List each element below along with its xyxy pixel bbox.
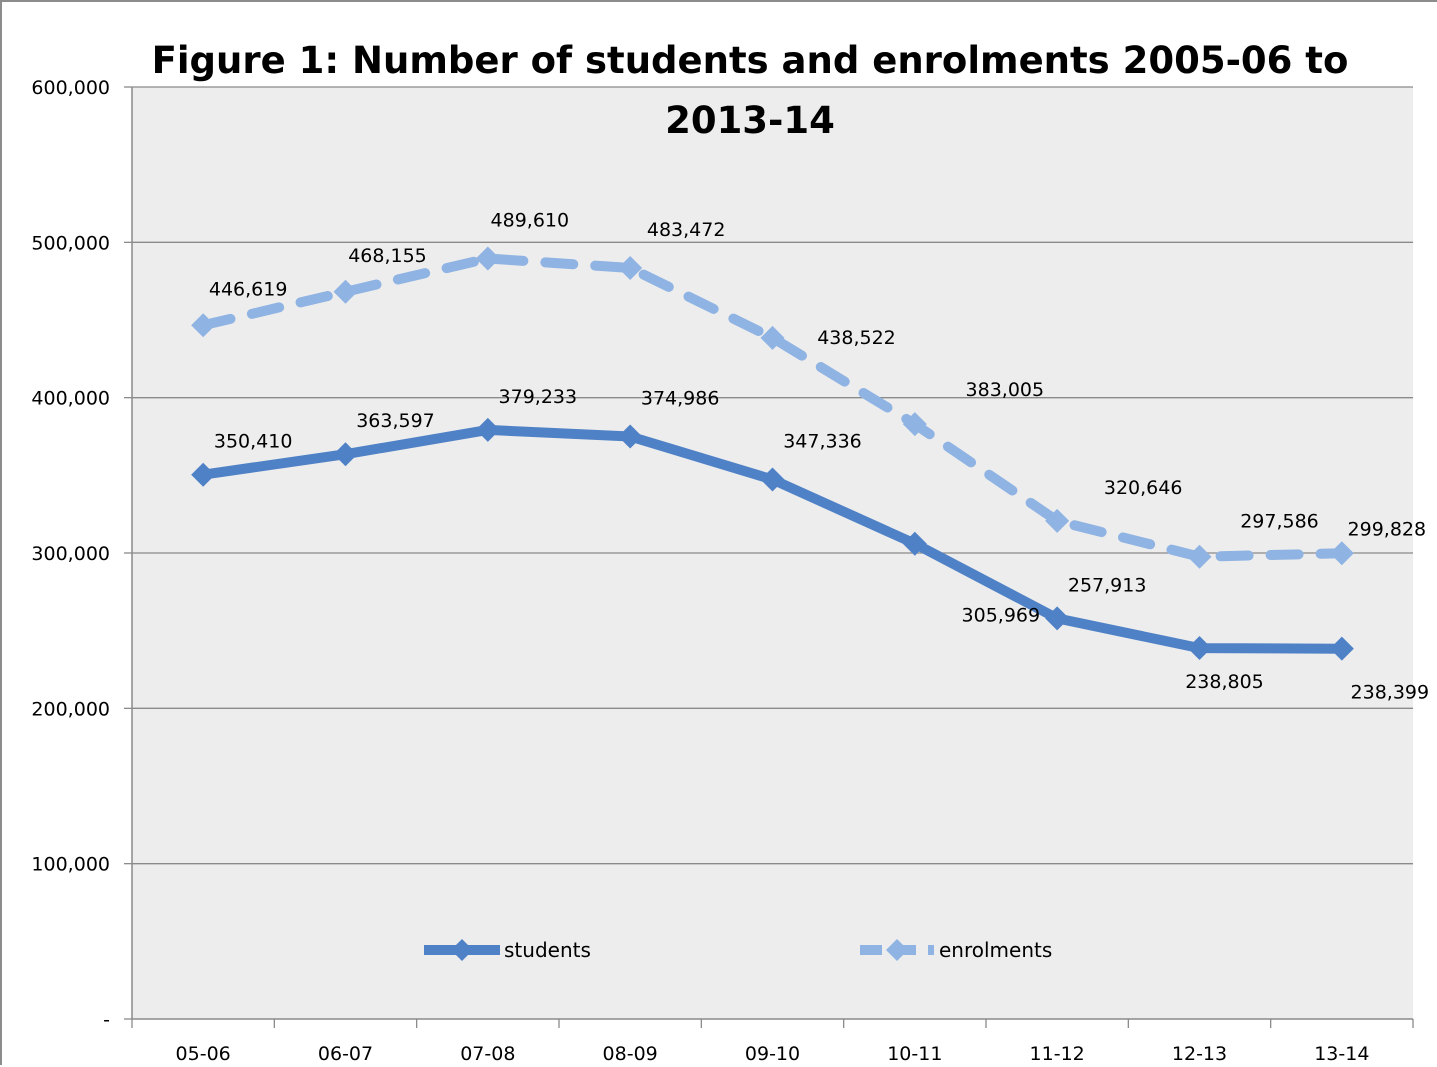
x-tick-label: 09-10: [745, 1043, 800, 1065]
data-point-enrolments: [1329, 541, 1354, 566]
data-label-enrolments: 297,586: [1240, 511, 1319, 533]
data-label-students: 379,233: [499, 386, 578, 408]
data-label-enrolments: 483,472: [647, 219, 726, 241]
data-label-students: 257,913: [1068, 574, 1147, 596]
data-label-students: 347,336: [783, 430, 862, 452]
data-label-students: 238,399: [1351, 682, 1430, 704]
y-tick-label: 600,000: [31, 77, 110, 99]
data-point-students: [333, 442, 358, 467]
gridlines: [132, 86, 1413, 865]
data-point-enrolments: [1045, 508, 1070, 533]
axes: - 100,000 200,000 300,000 400,000 500,000 600,…: [31, 77, 1414, 1065]
data-labels: 350,410 363,597 379,233 374,986 347,336 305,9…: [209, 209, 1429, 703]
data-label-students: 363,597: [356, 410, 435, 432]
series-line-enrolments: [198, 253, 1347, 562]
data-point-students: [902, 531, 927, 556]
data-point-students: [1187, 636, 1212, 661]
data-label-students: 374,986: [641, 388, 720, 410]
data-label-enrolments: 468,155: [348, 245, 427, 267]
series-lines: [191, 246, 1354, 661]
data-point-enrolments: [902, 412, 927, 437]
y-tick-label: 300,000: [31, 543, 110, 565]
y-tick-label: 200,000: [31, 698, 110, 720]
y-tick-label: 400,000: [31, 388, 110, 410]
x-tick-label: 10-11: [887, 1043, 942, 1065]
data-point-enrolments: [191, 313, 216, 338]
x-tick-label: 06-07: [318, 1043, 373, 1065]
x-tick-label: 11-12: [1030, 1043, 1085, 1065]
data-label-enrolments: 299,828: [1348, 518, 1427, 540]
data-point-students: [1045, 606, 1070, 631]
legend-label-enrolments: enrolments: [939, 938, 1052, 962]
data-point-enrolments: [618, 256, 643, 281]
data-point-students: [760, 467, 785, 492]
legend-marker-students: [451, 939, 473, 961]
x-tick-label: 05-06: [176, 1043, 231, 1065]
data-point-students: [475, 417, 500, 442]
data-point-enrolments: [475, 246, 500, 271]
data-label-enrolments: 383,005: [966, 379, 1045, 401]
legend-label-students: students: [504, 938, 591, 962]
legend-marker-enrolments: [886, 939, 908, 961]
data-point-students: [618, 424, 643, 449]
y-tick-label: -: [103, 1009, 110, 1031]
data-label-students: 305,969: [962, 605, 1041, 627]
x-tick-label: 08-09: [603, 1043, 658, 1065]
data-point-enrolments: [333, 279, 358, 304]
data-label-enrolments: 438,522: [817, 327, 896, 349]
legend: students enrolments: [424, 938, 1052, 962]
data-point-enrolments: [1187, 544, 1212, 569]
data-label-students: 350,410: [214, 431, 293, 453]
y-tick-label: 100,000: [31, 854, 110, 876]
x-tick-label: 12-13: [1172, 1043, 1227, 1065]
chart-title-line-1: Figure 1: Number of students and enrolme…: [152, 39, 1349, 82]
data-label-enrolments: 446,619: [209, 278, 288, 300]
data-point-students: [1329, 636, 1354, 661]
chart-title-line-2: 2013-14: [665, 99, 835, 142]
data-point-students: [191, 462, 216, 487]
data-label-students: 238,805: [1185, 671, 1264, 693]
x-tick-label: 07-08: [460, 1043, 515, 1065]
data-label-enrolments: 320,646: [1104, 477, 1183, 499]
data-label-enrolments: 489,610: [491, 209, 570, 231]
data-point-enrolments: [760, 325, 785, 350]
x-tick-label: 13-14: [1314, 1043, 1369, 1065]
y-tick-label: 500,000: [31, 232, 110, 254]
